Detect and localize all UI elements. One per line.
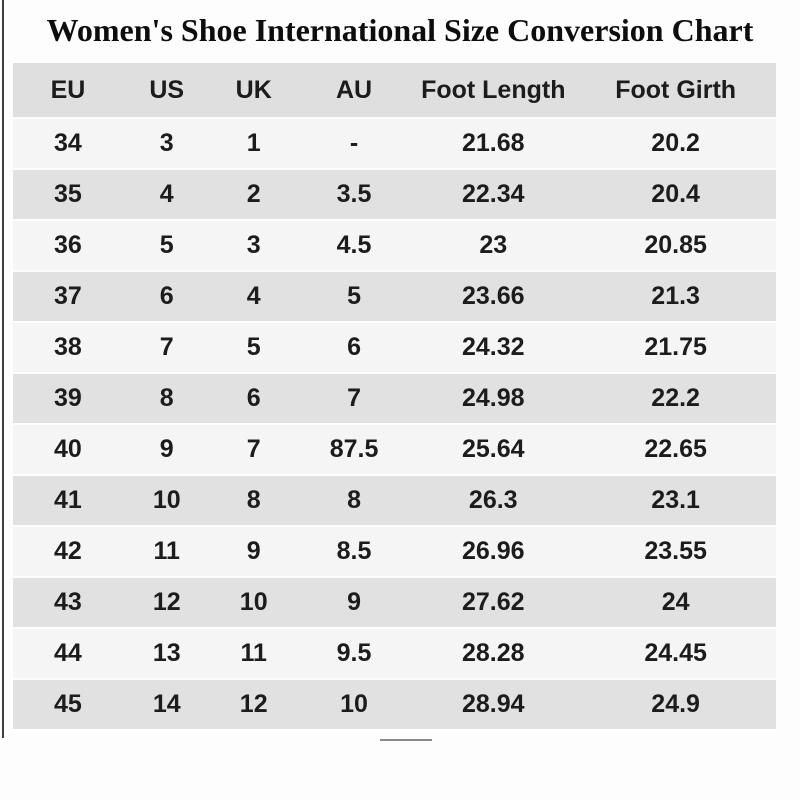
table-cell: 22.65 — [575, 425, 776, 474]
table-cell: 4.5 — [296, 221, 412, 270]
table-cell: 28.94 — [411, 680, 576, 729]
column-header-eu: EU — [13, 63, 123, 117]
table-cell: 24.9 — [575, 680, 776, 729]
table-cell: 6 — [122, 272, 211, 321]
table-cell: 21.68 — [411, 119, 576, 168]
table-cell: 87.5 — [296, 425, 412, 474]
table-cell: 5 — [296, 272, 412, 321]
table-row: 39 8 6 7 24.98 22.2 — [13, 374, 776, 423]
table-row: 37 6 4 5 23.66 21.3 — [13, 272, 776, 321]
table-cell: 21.75 — [575, 323, 776, 372]
table-cell: 37 — [13, 272, 123, 321]
table-row: 45 14 12 10 28.94 24.9 — [13, 680, 776, 729]
table-cell: 26.3 — [411, 476, 576, 525]
table-cell: 9 — [296, 578, 412, 627]
table-cell: 7 — [210, 425, 297, 474]
table-cell: 34 — [13, 119, 123, 168]
table-cell: 5 — [122, 221, 211, 270]
table-cell: 22.2 — [575, 374, 776, 423]
bottom-divider-line — [380, 739, 432, 741]
table-cell: 44 — [13, 629, 123, 678]
table-cell: 23.1 — [575, 476, 776, 525]
table-row: 38 7 5 6 24.32 21.75 — [13, 323, 776, 372]
column-header-au: AU — [296, 63, 412, 117]
table-row: 43 12 10 9 27.62 24 — [13, 578, 776, 627]
table-cell: 6 — [296, 323, 412, 372]
table-cell: 8 — [210, 476, 297, 525]
table-cell: 24.98 — [411, 374, 576, 423]
table-row: 34 3 1-21.68 20.2 — [13, 119, 776, 168]
table-cell: 8 — [296, 476, 412, 525]
table-cell: 8.5 — [296, 527, 412, 576]
table-cell: 3.5 — [296, 170, 412, 219]
table-cell: 35 — [13, 170, 123, 219]
table-cell: 45 — [13, 680, 123, 729]
page-title: Women's Shoe International Size Conversi… — [46, 12, 754, 48]
table-cell: 9.5 — [296, 629, 412, 678]
table-cell: 14 — [122, 680, 211, 729]
table-cell: 3 — [122, 119, 211, 168]
table-cell: 23.55 — [575, 527, 776, 576]
table-header-row: EU US UK AU Foot Length Foot Girth — [13, 63, 776, 117]
table-cell: 25.64 — [411, 425, 576, 474]
size-table-body: 34 3 1-21.68 20.2 35 4 2 3.5 22.34 20.4 36 5 3 4.5 23 2… — [13, 119, 776, 729]
table-cell: 22.34 — [411, 170, 576, 219]
table-cell: 9 — [210, 527, 297, 576]
table-cell: 10 — [210, 578, 297, 627]
column-header-us: US — [122, 63, 211, 117]
table-cell: 24 — [575, 578, 776, 627]
table-cell: 3 — [210, 221, 297, 270]
table-cell: 4 — [210, 272, 297, 321]
table-cell: 43 — [13, 578, 123, 627]
table-row: 40 9 7 87.5 25.64 22.65 — [13, 425, 776, 474]
table-cell: 20.85 — [575, 221, 776, 270]
table-cell: 1 — [210, 119, 297, 168]
table-cell: 23.66 — [411, 272, 576, 321]
table-row: 42 11 9 8.5 26.96 23.55 — [13, 527, 776, 576]
table-cell: 23 — [411, 221, 576, 270]
table-cell: 10 — [122, 476, 211, 525]
table-cell: 10 — [296, 680, 412, 729]
table-row: 35 4 2 3.5 22.34 20.4 — [13, 170, 776, 219]
table-cell: 28.28 — [411, 629, 576, 678]
table-cell: 27.62 — [411, 578, 576, 627]
table-cell: 24.45 — [575, 629, 776, 678]
table-row: 36 5 3 4.5 23 20.85 — [13, 221, 776, 270]
table-cell: 2 — [210, 170, 297, 219]
table-cell: 41 — [13, 476, 123, 525]
table-row: 41 10 8 8 26.3 23.1 — [13, 476, 776, 525]
table-cell: 21.3 — [575, 272, 776, 321]
table-cell: 26.96 — [411, 527, 576, 576]
table-cell: 13 — [122, 629, 211, 678]
table-cell: 11 — [122, 527, 211, 576]
table-cell: 7 — [296, 374, 412, 423]
table-cell: 20.4 — [575, 170, 776, 219]
column-header-uk: UK — [210, 63, 297, 117]
table-cell: 7 — [122, 323, 211, 372]
table-cell: 12 — [122, 578, 211, 627]
table-cell: 42 — [13, 527, 123, 576]
size-conversion-table: EU US UK AU Foot Length Foot Girth 34 3 1-… — [13, 61, 776, 731]
table-cell: 39 — [13, 374, 123, 423]
column-header-foot-girth: Foot Girth — [575, 63, 776, 117]
table-cell: - — [296, 119, 412, 168]
table-cell: 8 — [122, 374, 211, 423]
table-cell: 40 — [13, 425, 123, 474]
table-cell: 38 — [13, 323, 123, 372]
table-cell: 11 — [210, 629, 297, 678]
table-cell: 12 — [210, 680, 297, 729]
table-cell: 4 — [122, 170, 211, 219]
table-cell: 36 — [13, 221, 123, 270]
table-row: 44 13 11 9.5 28.28 24.45 — [13, 629, 776, 678]
column-header-foot-length: Foot Length — [411, 63, 576, 117]
left-edge-line — [2, 0, 4, 738]
table-cell: 9 — [122, 425, 211, 474]
table-cell: 6 — [210, 374, 297, 423]
table-cell: 24.32 — [411, 323, 576, 372]
table-cell: 20.2 — [575, 119, 776, 168]
table-cell: 5 — [210, 323, 297, 372]
